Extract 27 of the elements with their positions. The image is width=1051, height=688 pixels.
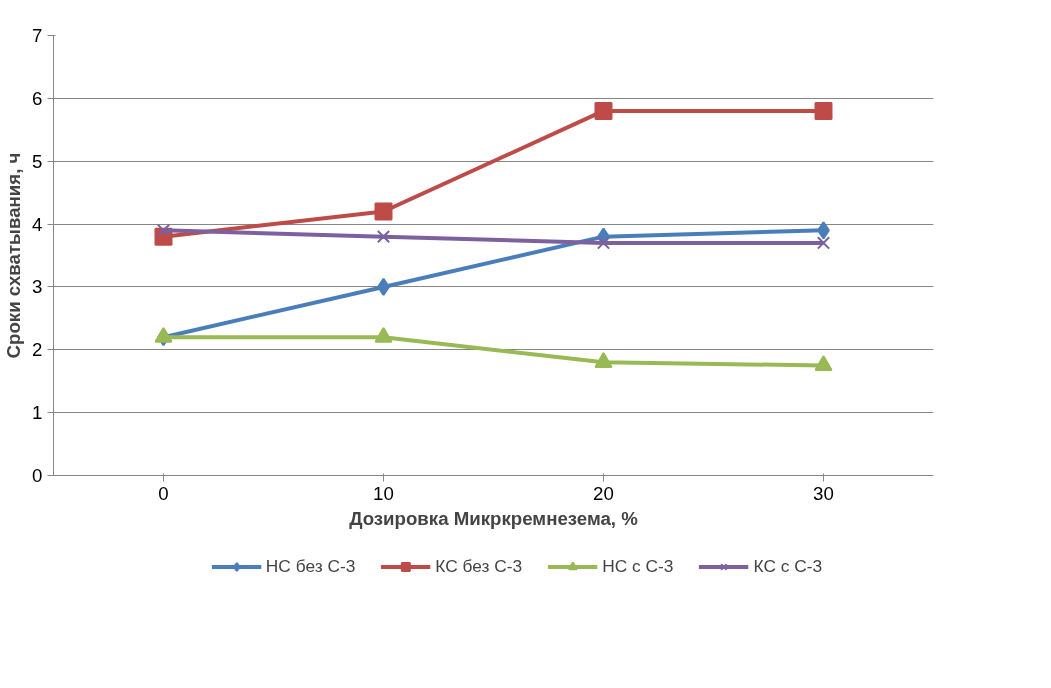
legend-label: НС без С-3 [265, 555, 356, 577]
point [374, 326, 393, 343]
y-tick-label: 0 [32, 465, 43, 486]
legend-label: КС без С-3 [435, 555, 523, 577]
x-tick-label: 10 [373, 482, 394, 504]
x-axis-title: Дозировка Микркремнезема, % [349, 507, 639, 529]
y-tick-label: 3 [32, 276, 43, 298]
point [816, 236, 831, 250]
point [374, 202, 393, 221]
legend-label: КС с С-3 [753, 555, 823, 577]
point [596, 236, 611, 250]
y-tick-label: 6 [32, 87, 43, 109]
point [814, 355, 833, 372]
y-tick-label: 2 [32, 339, 43, 361]
y-tick-label: 5 [32, 150, 43, 172]
x-tick-label: 30 [813, 482, 834, 504]
y-axis-title: Сроки схватывания, ч [3, 152, 25, 359]
y-tick-label: 7 [32, 25, 43, 46]
y-tick-label: 4 [32, 213, 43, 235]
point [156, 223, 171, 238]
x-tick-label: 20 [593, 482, 614, 504]
point [376, 229, 391, 244]
y-tick-label: 1 [32, 402, 43, 424]
legend-label: НС с С-3 [602, 555, 674, 577]
x-tick-label: 0 [158, 482, 169, 504]
point [594, 352, 613, 368]
point [154, 326, 173, 343]
